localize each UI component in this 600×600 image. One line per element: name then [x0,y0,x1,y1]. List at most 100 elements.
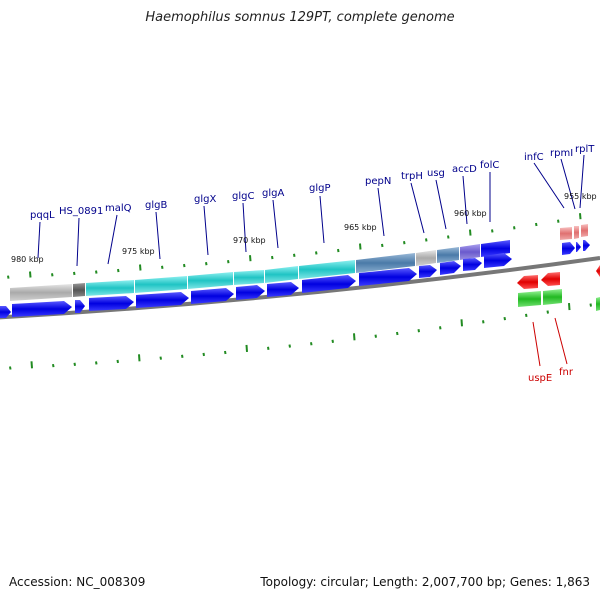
arrow-malQ [89,296,134,311]
tick-mark [183,263,186,268]
tick-mark [315,251,318,255]
gene-label: rpmI [550,148,573,159]
segment-rplT [581,224,588,237]
scale-label: 980 kbp [11,255,44,264]
tick-mark [202,352,205,357]
gene-label: glgC [232,191,254,202]
arrow-pqqL [12,301,72,317]
arrow-rpmI [576,242,581,252]
arrow-usg [440,261,461,275]
arrow-glgC [236,285,265,300]
scale-label: 965 kbp [344,223,377,232]
feature-band [10,224,588,301]
tick-mark [271,255,274,260]
tick-mark [159,356,162,360]
tick-mark [469,229,472,236]
gene-label: rplT [575,144,595,155]
segment-pepN [356,253,415,273]
segment-pqqL [10,284,72,301]
scale-label: 970 kbp [233,236,266,245]
segment-trpH [416,250,436,266]
tick-mark [579,213,582,220]
tick-mark [589,303,592,307]
tick-mark [503,316,506,321]
tick-mark [447,235,450,239]
tick-mark [293,253,296,257]
segment-malQ [86,280,134,296]
tick-mark [525,313,528,318]
tick-mark [568,303,571,311]
tick-mark [439,326,442,330]
tick-mark [95,361,98,365]
tick-mark [73,362,76,366]
gene-label: pepN [365,176,391,187]
gene-label: glgB [145,200,167,211]
gene-label: accD [452,164,477,175]
scale-label: 960 kbp [454,209,487,218]
arrow-glgA [267,282,299,297]
arrow-right-partial [596,265,600,277]
segment-rpmI [574,226,579,239]
segment-glgX [188,272,233,289]
gene-label: glgP [309,183,331,194]
tick-mark [353,333,356,341]
tick-mark [513,226,516,230]
gene-label: pqqL [30,210,55,221]
tick-mark [535,222,538,227]
rna-uspE [518,291,541,307]
tick-mark [546,310,549,314]
segment-folC [481,240,510,257]
arrow-infC [562,242,575,255]
segment-usg [437,247,459,263]
gene-labels-top: pqqL HS_0891 malQ glgB glgX glgC glgA gl… [30,144,595,221]
arrow-trpH [419,265,437,278]
tick-mark [73,271,76,276]
tick-mark [482,320,485,324]
tick-mark [381,243,384,248]
tick-mark [117,268,120,273]
inner-tick-arc [9,303,592,370]
tick-mark [425,238,428,242]
outer-tick-arc [7,213,582,279]
gene-label: HS_0891 [59,206,103,217]
leader-lines [37,154,585,267]
gene-label: folC [480,160,499,171]
tick-mark [51,273,54,277]
gene-label: trpH [401,171,423,182]
tick-mark [249,255,252,262]
segment-accD [460,244,480,260]
tick-mark [116,359,119,364]
scale-label: 975 kbp [122,247,155,256]
arrow-glgP [302,275,356,293]
accession-text: Accession: NC_008309 [9,575,146,589]
gene-label: usg [427,168,445,179]
arrow-pepN [359,268,417,286]
tick-mark [331,339,334,343]
tick-mark [9,366,12,370]
gene-label: fnr [559,367,574,378]
tick-mark [52,363,55,368]
segment-glgA [265,266,298,283]
tick-mark [181,354,184,359]
scale-label: 955 kbp [564,192,597,201]
arrow-glgB [136,292,189,308]
tick-mark [396,331,399,336]
reverse-strand [517,265,600,311]
tick-mark [138,354,141,362]
tick-mark [491,229,494,233]
rna-fnr [543,289,562,305]
tick-mark [310,342,313,346]
tick-mark [460,319,463,327]
tick-mark [337,248,340,253]
arrow-left-partial [0,306,11,318]
tick-mark [245,344,248,353]
segment-glgB [135,276,187,293]
tick-mark [205,262,208,266]
tick-mark [403,241,406,245]
tick-mark [267,346,270,350]
tick-mark [374,334,377,338]
gene-label: infC [524,152,544,163]
tick-mark [359,243,362,250]
genome-stats-text: Topology: circular; Length: 2,007,700 bp… [260,575,590,589]
arrow-accD [463,258,482,271]
